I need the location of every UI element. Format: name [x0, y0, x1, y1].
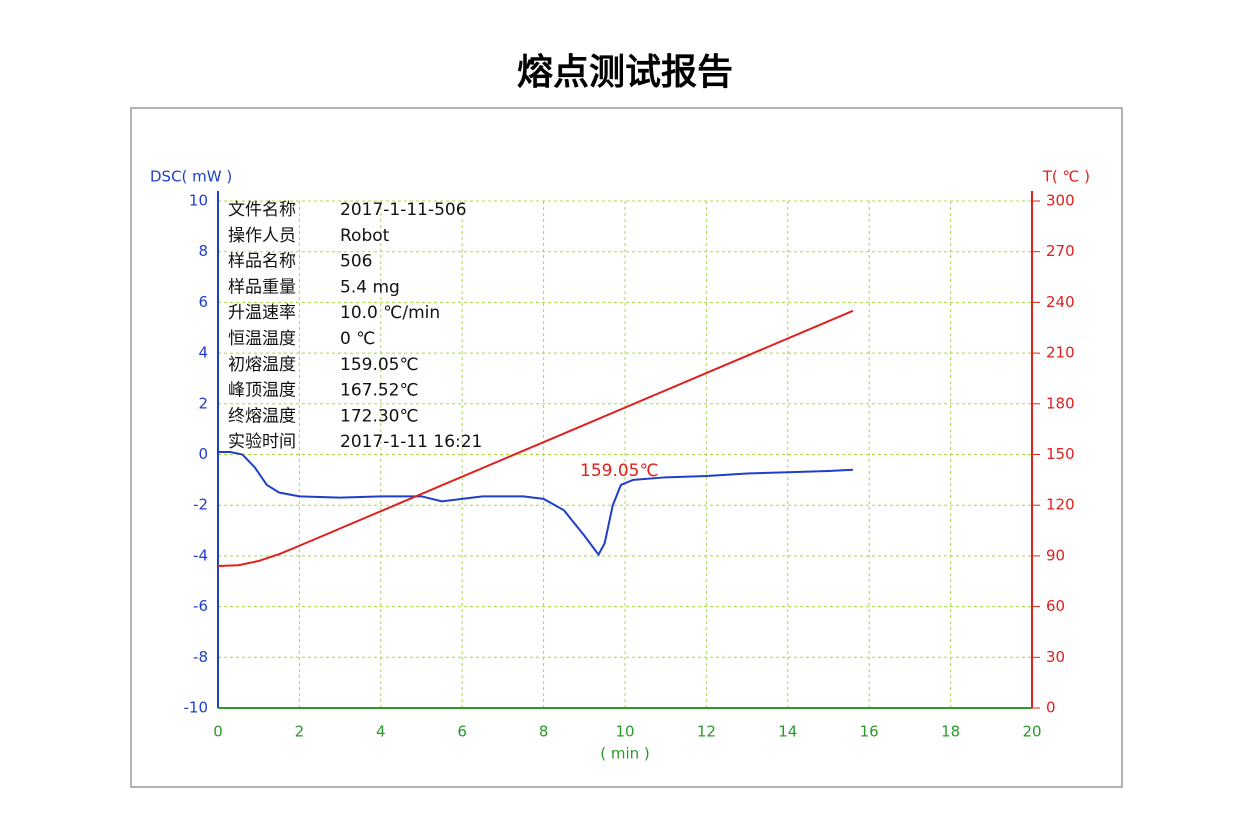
- x-tick-label: 16: [860, 723, 879, 741]
- y-tick-label: 10: [189, 192, 208, 210]
- x-tick-label: 4: [376, 723, 386, 741]
- x-tick-label: 10: [615, 723, 634, 741]
- info-value: 506: [340, 252, 372, 272]
- y-tick-label: -8: [193, 648, 208, 666]
- x-tick-label: 0: [213, 723, 223, 741]
- y-tick-label: 4: [198, 344, 208, 362]
- y-tick-label: -4: [193, 546, 208, 564]
- x-tick-label: 12: [697, 723, 716, 741]
- x-tick-label: 6: [457, 723, 467, 741]
- info-label: 初熔温度: [228, 355, 296, 375]
- y2-tick-label: 0: [1046, 699, 1056, 717]
- y-tick-label: 0: [198, 445, 208, 463]
- info-label: 终熔温度: [228, 406, 296, 426]
- y2-axis-label: T( ℃ ): [1042, 168, 1090, 186]
- info-label: 实验时间: [228, 432, 296, 452]
- x-tick-label: 18: [941, 723, 960, 741]
- info-label: 样品名称: [228, 252, 296, 272]
- info-label: 文件名称: [228, 200, 296, 220]
- info-value: 10.0 ℃/min: [340, 303, 440, 323]
- y2-tick-label: 60: [1046, 597, 1065, 615]
- x-tick-label: 8: [539, 723, 549, 741]
- y-tick-label: -6: [193, 597, 208, 615]
- y2-tick-label: 270: [1046, 242, 1075, 260]
- y2-tick-label: 120: [1046, 496, 1075, 514]
- y2-tick-label: 30: [1046, 648, 1065, 666]
- info-value: 167.52℃: [340, 381, 419, 401]
- y-axis-label: DSC( mW ): [150, 168, 232, 186]
- frame: [130, 107, 1123, 788]
- info-label: 操作人员: [228, 226, 296, 246]
- y2-tick-label: 210: [1046, 344, 1075, 362]
- info-value: Robot: [340, 226, 390, 246]
- x-tick-label: 2: [295, 723, 305, 741]
- info-label: 峰顶温度: [228, 381, 296, 401]
- series-line: [217, 309, 854, 568]
- y2-tick-label: 180: [1046, 394, 1075, 412]
- info-value: 5.4 mg: [340, 277, 400, 297]
- info-value: 159.05℃: [340, 355, 419, 375]
- x-tick-label: 14: [778, 723, 797, 741]
- y2-tick-label: 150: [1046, 445, 1075, 463]
- chart-title: 熔点测试报告: [517, 51, 733, 93]
- y-tick-label: 2: [198, 394, 208, 412]
- y-tick-label: 6: [198, 293, 208, 311]
- y2-tick-label: 300: [1046, 192, 1075, 210]
- y2-tick-label: 90: [1046, 546, 1065, 564]
- x-tick-label: 20: [1022, 723, 1041, 741]
- info-label: 恒温温度: [228, 329, 296, 349]
- series-line: [218, 450, 853, 557]
- info-label: 样品重量: [228, 277, 296, 297]
- x-axis-label: ( min ): [600, 745, 650, 763]
- y-tick-label: -10: [184, 699, 209, 717]
- info-value: 2017-1-11-506: [340, 200, 467, 220]
- info-value: 2017-1-11 16:21: [340, 432, 482, 452]
- y-tick-label: 8: [198, 242, 208, 260]
- y-tick-label: -2: [193, 496, 208, 514]
- info-value: 0 ℃: [340, 329, 375, 349]
- info-label: 升温速率: [228, 303, 296, 323]
- annotation: 159.05℃: [580, 461, 659, 481]
- y2-tick-label: 240: [1046, 293, 1075, 311]
- info-value: 172.30℃: [340, 406, 419, 426]
